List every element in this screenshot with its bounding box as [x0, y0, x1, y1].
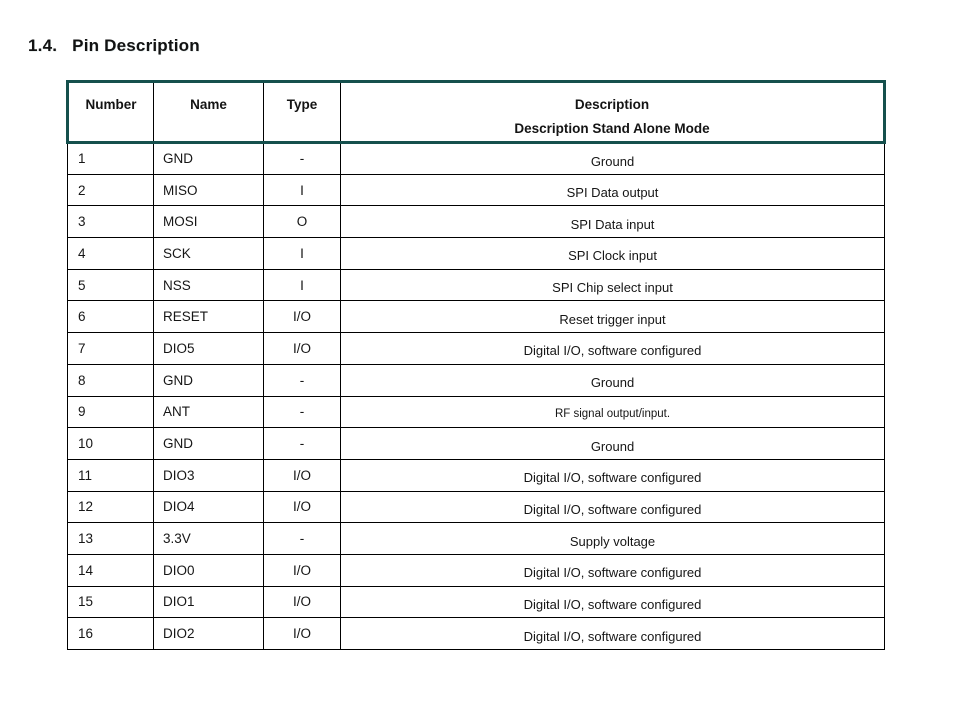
pin-name-cell: 3.3V — [153, 522, 264, 555]
pin-description-cell: RF signal output/input. — [340, 395, 885, 429]
pin-type-cell: - — [263, 142, 341, 175]
pin-description-cell: SPI Clock input — [340, 237, 885, 270]
pin-number-cell: 12 — [67, 490, 154, 524]
pin-number-cell: 2 — [67, 173, 154, 207]
table-row: 4 SCK I SPI Clock input — [67, 237, 885, 270]
pin-number-cell: 5 — [67, 268, 154, 302]
pin-number-cell: 3 — [67, 205, 154, 239]
pin-name-cell: RESET — [153, 300, 264, 334]
col-header-type: Type — [263, 80, 341, 144]
col-header-description: Description Description Stand Alone Mode — [340, 80, 886, 144]
pin-name-cell: DIO2 — [153, 617, 264, 650]
pin-number-cell: 15 — [67, 585, 154, 619]
pin-type-cell: I/O — [263, 553, 341, 587]
pin-type-cell: - — [263, 395, 341, 429]
pin-name-cell: DIO5 — [153, 332, 264, 365]
pin-name-cell: GND — [153, 142, 264, 175]
pin-number-cell: 9 — [67, 395, 154, 429]
pin-name-cell: NSS — [153, 268, 264, 302]
description-header-line2: Description Stand Alone Mode — [514, 121, 710, 136]
pin-description-cell: Digital I/O, software configured — [340, 585, 885, 619]
pin-number-cell: 11 — [67, 458, 154, 492]
pin-name-cell: MOSI — [153, 205, 264, 239]
col-header-number: Number — [66, 80, 154, 144]
pin-description-cell: Ground — [340, 427, 885, 460]
table-header: Number Name Type Description Description… — [66, 80, 886, 144]
pin-type-cell: I — [263, 173, 341, 207]
pin-type-cell: I/O — [263, 490, 341, 524]
pin-type-cell: I — [263, 268, 341, 302]
section-title: Pin Description — [72, 36, 200, 55]
table-row: 2 MISO I SPI Data output — [67, 173, 885, 207]
pin-type-cell: I/O — [263, 617, 341, 650]
pin-name-cell: ANT — [153, 395, 264, 429]
pin-type-cell: I/O — [263, 585, 341, 619]
pin-description-cell: SPI Data output — [340, 173, 885, 207]
pin-description-cell: Supply voltage — [340, 522, 885, 555]
pin-type-cell: I/O — [263, 458, 341, 492]
table-row: 5 NSS I SPI Chip select input — [67, 268, 885, 302]
table-body: 1 GND - Ground 2 MISO I SPI Data output … — [67, 142, 885, 650]
table-row: 3 MOSI O SPI Data input — [67, 205, 885, 239]
table-row: 9 ANT - RF signal output/input. — [67, 395, 885, 429]
pin-type-cell: - — [263, 522, 341, 555]
table-row: 8 GND - Ground — [67, 363, 885, 397]
pin-number-cell: 7 — [67, 332, 154, 365]
table-row: 14 DIO0 I/O Digital I/O, software config… — [67, 553, 885, 587]
pin-number-cell: 4 — [67, 237, 154, 270]
description-header-line1: Description — [574, 97, 650, 112]
section-number: 1.4. — [28, 36, 58, 55]
pin-name-cell: DIO4 — [153, 490, 264, 524]
pin-description-cell: Digital I/O, software configured — [340, 332, 885, 365]
pin-name-cell: DIO1 — [153, 585, 264, 619]
pin-description-cell: Digital I/O, software configured — [340, 553, 885, 587]
table-row: 16 DIO2 I/O Digital I/O, software config… — [67, 617, 885, 650]
pin-description-cell: Ground — [340, 142, 885, 175]
table-row: 13 3.3V - Supply voltage — [67, 522, 885, 555]
pin-number-cell: 14 — [67, 553, 154, 587]
header-row: Number Name Type Description Description… — [66, 80, 886, 144]
pin-description-cell: Reset trigger input — [340, 300, 885, 334]
pin-description-cell: Digital I/O, software configured — [340, 490, 885, 524]
pin-description-cell: Digital I/O, software configured — [340, 617, 885, 650]
pin-name-cell: MISO — [153, 173, 264, 207]
pin-name-cell: DIO3 — [153, 458, 264, 492]
pin-description-cell: Ground — [340, 363, 885, 397]
table-row: 15 DIO1 I/O Digital I/O, software config… — [67, 585, 885, 619]
pin-name-cell: DIO0 — [153, 553, 264, 587]
pin-name-cell: SCK — [153, 237, 264, 270]
pin-description-cell: SPI Chip select input — [340, 268, 885, 302]
table-row: 1 GND - Ground — [67, 142, 885, 175]
pin-name-cell: GND — [153, 427, 264, 460]
pin-name-cell: GND — [153, 363, 264, 397]
pin-description-cell: Digital I/O, software configured — [340, 458, 885, 492]
table-row: 11 DIO3 I/O Digital I/O, software config… — [67, 458, 885, 492]
pin-number-cell: 8 — [67, 363, 154, 397]
pin-type-cell: I/O — [263, 300, 341, 334]
pin-type-cell: I — [263, 237, 341, 270]
table-row: 12 DIO4 I/O Digital I/O, software config… — [67, 490, 885, 524]
section-heading: 1.4. Pin Description — [28, 36, 200, 56]
pin-type-cell: O — [263, 205, 341, 239]
table-row: 10 GND - Ground — [67, 427, 885, 460]
pin-number-cell: 13 — [67, 522, 154, 555]
pin-type-cell: - — [263, 427, 341, 460]
pin-description-cell: SPI Data input — [340, 205, 885, 239]
pin-type-cell: I/O — [263, 332, 341, 365]
table-row: 7 DIO5 I/O Digital I/O, software configu… — [67, 332, 885, 365]
pin-number-cell: 10 — [67, 427, 154, 460]
pin-number-cell: 16 — [67, 617, 154, 650]
pin-number-cell: 1 — [67, 142, 154, 175]
table-row: 6 RESET I/O Reset trigger input — [67, 300, 885, 334]
pin-number-cell: 6 — [67, 300, 154, 334]
col-header-name: Name — [153, 80, 264, 144]
pin-description-table: Number Name Type Description Description… — [66, 80, 886, 650]
pin-type-cell: - — [263, 363, 341, 397]
